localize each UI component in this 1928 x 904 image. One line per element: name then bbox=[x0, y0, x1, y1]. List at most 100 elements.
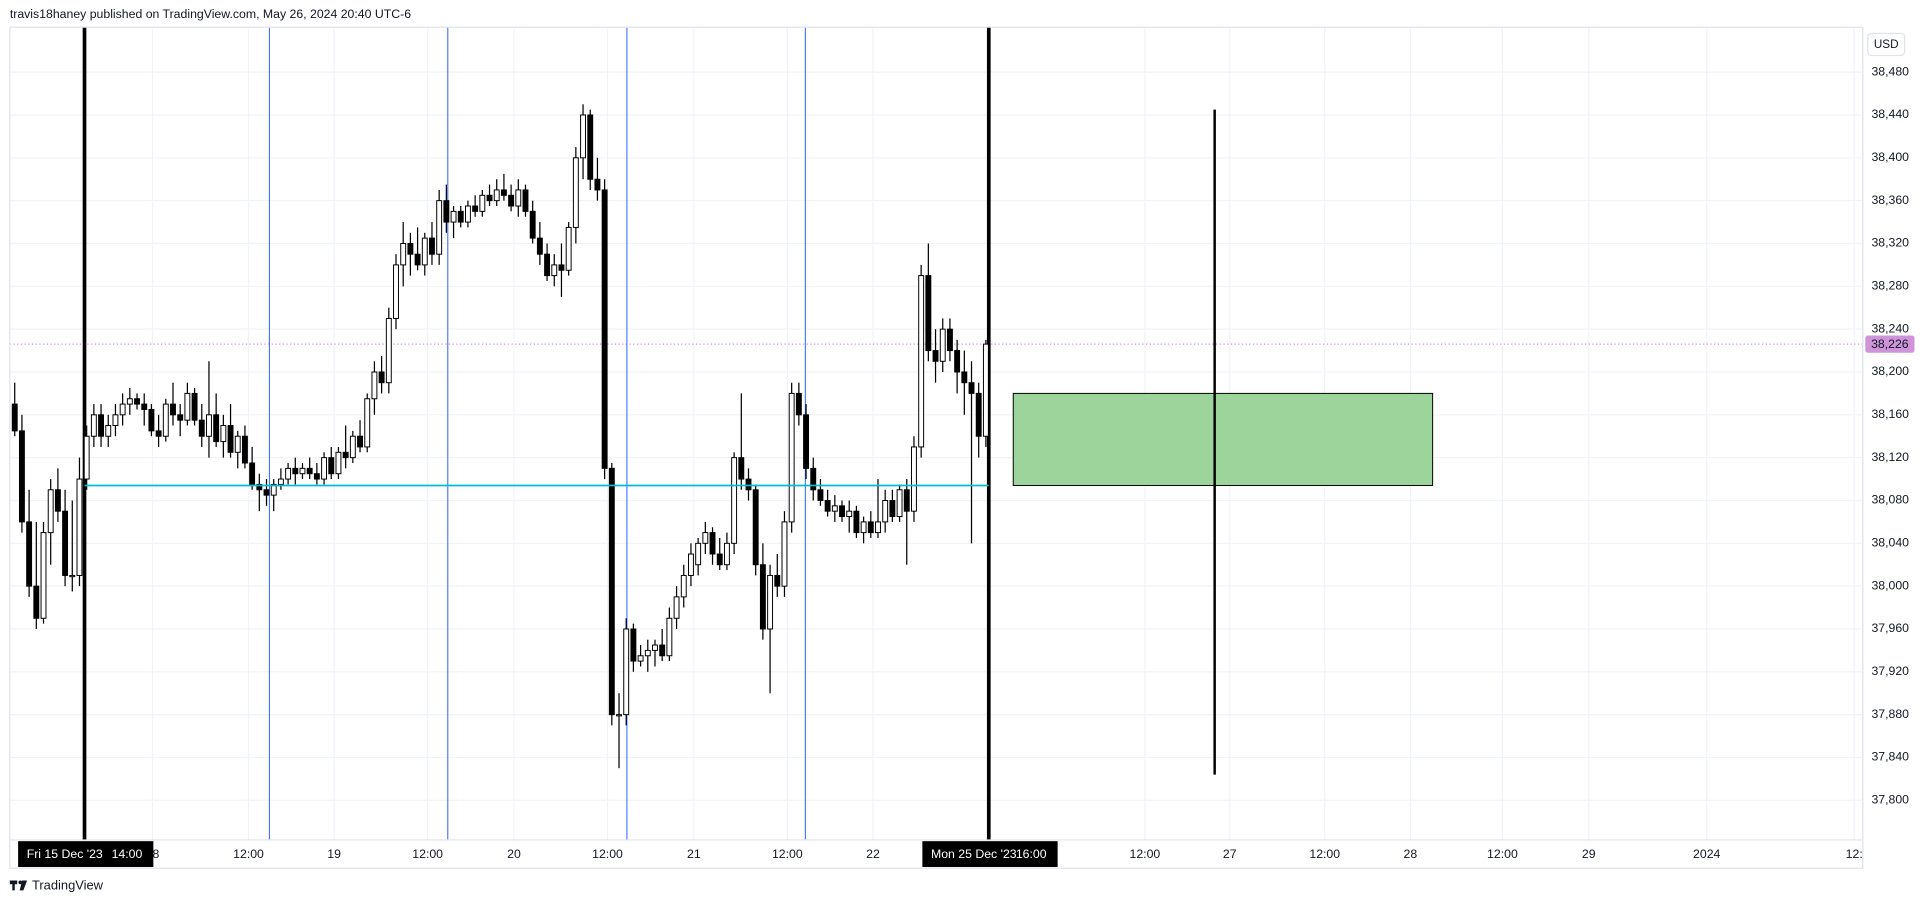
candle-body bbox=[601, 189, 608, 469]
candle-body bbox=[155, 430, 162, 437]
header: travis18haney published on TradingView.c… bbox=[10, 7, 411, 21]
candle-body bbox=[644, 649, 651, 657]
candle-body bbox=[853, 510, 860, 534]
candle-body bbox=[932, 350, 939, 362]
candle-body bbox=[76, 478, 83, 576]
logo-part bbox=[12, 880, 15, 891]
candle-body bbox=[774, 574, 781, 587]
candle-body bbox=[759, 564, 766, 630]
candle-body bbox=[69, 574, 76, 578]
candle-body bbox=[911, 446, 917, 512]
candle-body bbox=[213, 414, 220, 443]
candle-body bbox=[860, 521, 867, 534]
candle-body bbox=[472, 205, 479, 212]
x-tick-label: 12:00 bbox=[412, 847, 443, 861]
candle-body bbox=[508, 194, 515, 207]
candle-body bbox=[961, 371, 968, 384]
candle-body bbox=[357, 435, 363, 448]
candle-body bbox=[896, 489, 903, 518]
x-tick-label: 12: bbox=[1846, 847, 1863, 861]
currency-box[interactable] bbox=[1867, 32, 1906, 57]
candle-body bbox=[486, 194, 493, 202]
candle-body bbox=[277, 478, 284, 485]
candle-body bbox=[227, 425, 234, 453]
candle-body bbox=[249, 462, 256, 485]
y-tick-label: 38,320 bbox=[1871, 236, 1909, 250]
candle-body bbox=[134, 398, 140, 405]
candle-body bbox=[342, 451, 349, 459]
zone-box bbox=[1012, 392, 1434, 486]
y-tick-label: 38,080 bbox=[1871, 493, 1909, 507]
candle-body bbox=[54, 489, 61, 512]
candle-body bbox=[148, 408, 155, 432]
candle-body bbox=[40, 532, 47, 619]
candle-body bbox=[162, 403, 169, 437]
candle-body bbox=[170, 403, 176, 416]
candle-body bbox=[673, 596, 680, 619]
x-tick-label: 12:00 bbox=[592, 847, 623, 861]
currency: USD bbox=[1874, 38, 1899, 51]
candle-body bbox=[551, 264, 558, 277]
candle-body bbox=[364, 398, 371, 448]
candle-body bbox=[767, 574, 774, 630]
candle-body bbox=[946, 328, 953, 352]
candle-body bbox=[421, 237, 428, 266]
candle-body bbox=[975, 392, 982, 437]
candle-body bbox=[939, 328, 946, 362]
candle-body bbox=[529, 210, 536, 239]
candle-body bbox=[400, 242, 407, 266]
candle-body bbox=[580, 114, 586, 159]
y-tick-label: 38,480 bbox=[1871, 64, 1909, 78]
y-tick-label: 37,920 bbox=[1871, 664, 1909, 678]
candle-body bbox=[177, 414, 184, 421]
candle-body bbox=[745, 478, 752, 491]
logo-part bbox=[18, 880, 23, 885]
candle-body bbox=[623, 628, 630, 716]
y-tick-label: 38,040 bbox=[1871, 536, 1909, 550]
candle-body bbox=[803, 414, 810, 469]
x-tick-label: 22 bbox=[866, 847, 880, 861]
candle-body bbox=[292, 467, 299, 475]
candle-body bbox=[457, 210, 464, 223]
candle-body bbox=[903, 489, 910, 512]
candle-body bbox=[925, 275, 932, 352]
candle-body bbox=[119, 403, 126, 416]
x-tick-label: 12:00 bbox=[233, 847, 264, 861]
candle-body bbox=[558, 264, 565, 271]
y-tick-label: 37,800 bbox=[1871, 793, 1909, 807]
x-tick-label: 28 bbox=[1404, 847, 1418, 861]
x-tick-label: 21 bbox=[687, 847, 701, 861]
candle-body bbox=[522, 189, 529, 212]
candle-body bbox=[126, 398, 133, 405]
footer: TradingView bbox=[32, 877, 104, 892]
y-tick-label: 38,120 bbox=[1871, 450, 1909, 464]
candle-body bbox=[817, 489, 824, 501]
x-tick-label: 12:00 bbox=[1130, 847, 1161, 861]
time-label-date: Fri 15 Dec '23 bbox=[27, 847, 103, 861]
candle-body bbox=[206, 414, 212, 437]
axes: 37,800 37,840 37,880 37,920 37,960 38,000 38,0… bbox=[18, 64, 1915, 867]
candle-body bbox=[695, 542, 702, 566]
candle-body bbox=[515, 189, 522, 207]
candle-body bbox=[493, 189, 500, 202]
candle-body bbox=[299, 467, 306, 475]
candle-body bbox=[839, 505, 845, 518]
y-tick-label: 37,840 bbox=[1871, 750, 1909, 764]
x-tick-label: 29 bbox=[1582, 847, 1596, 861]
candle-body bbox=[702, 532, 709, 544]
candle-body bbox=[788, 392, 795, 523]
y-tick-label: 38,440 bbox=[1871, 107, 1909, 121]
candle-body bbox=[738, 457, 745, 480]
candle-body bbox=[184, 392, 191, 421]
candle-body bbox=[565, 226, 572, 271]
candle-body bbox=[831, 505, 838, 512]
candle-body bbox=[321, 457, 328, 480]
candle-body bbox=[608, 467, 615, 716]
candle-body bbox=[436, 200, 443, 255]
candle-body bbox=[731, 457, 738, 544]
candle-body bbox=[968, 382, 975, 394]
candle-body bbox=[234, 435, 241, 453]
candle-body bbox=[810, 467, 817, 491]
